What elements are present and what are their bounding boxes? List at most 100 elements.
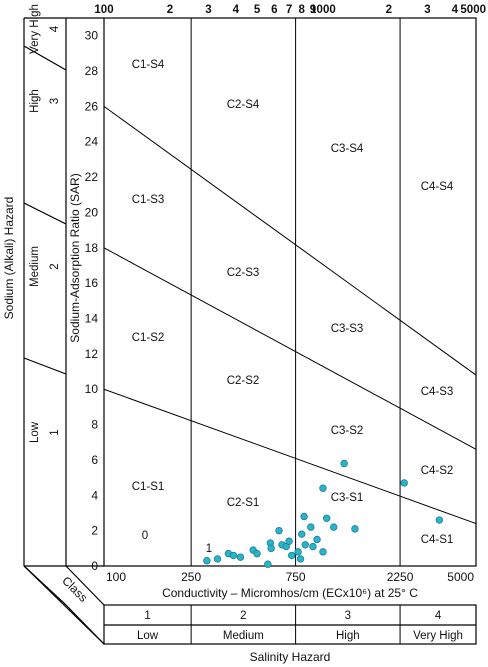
sodium-boundary-4 [23,45,67,71]
sodium-hazard-line-1 [103,105,477,376]
sodium-class-name: Medium [29,246,41,287]
perspective-edge-2 [65,565,105,606]
top-tick-label: 7 [286,4,292,16]
y-tick-label: 12 [85,347,99,361]
salinity-class-number: 4 [435,610,442,622]
bottom-tick-label: 2250 [387,570,414,584]
data-point [275,526,283,535]
top-tick-label: 5000 [460,4,486,16]
data-point [309,542,317,551]
zone-label: C4-S1 [421,534,454,546]
data-point [253,549,261,558]
top-tick-label: 6 [271,4,277,16]
y-tick-label: 8 [91,418,98,432]
salinity-class-number: 3 [345,610,351,622]
data-point [351,525,359,533]
y-tick-label: 2 [91,524,98,538]
zone-label: C1-S4 [132,59,165,71]
y-tick-label: 4 [91,488,98,502]
data-point [340,459,348,468]
y-tick-label: 18 [85,241,99,255]
data-point [301,541,309,549]
zone-label: C3-S2 [331,425,364,437]
y-tick-label: 26 [85,99,99,113]
perspective-edge-4 [23,565,105,645]
salinity-class-name: High [336,630,360,642]
data-point [435,516,444,524]
salinity-class-name: Very High [413,630,463,642]
zone-label: C1-S2 [132,332,165,344]
data-point [400,479,408,487]
plot-border [103,17,477,567]
zone-label: C3-S1 [331,492,364,504]
sodium-class-number: 4 [49,25,61,32]
y-tick-label: 24 [85,135,99,149]
top-tick-label: 1000 [310,4,336,16]
data-points [203,459,444,568]
data-point [300,512,308,521]
zone-label: C4-S2 [421,465,454,477]
data-point [288,551,296,560]
y-tick-label: 30 [85,29,99,43]
x-axis-label: Conductivity – Micromhos/cm (ECx10⁶) at … [162,586,418,600]
data-point [213,555,222,563]
bottom-tick-label: 5000 [447,570,474,584]
data-point [229,551,238,560]
salinity-class-name: Medium [223,630,264,642]
zero-label: 0 [142,530,148,542]
y-tick-label: 20 [85,205,99,219]
sodium-hazard-line-3 [103,388,477,525]
y-tick-label: 6 [91,453,98,467]
y-tick-label: 0 [91,559,98,573]
zone-label: C1-S3 [132,194,165,206]
data-point [203,556,211,565]
sodium-class-number: 3 [49,98,61,104]
top-tick-label: 4 [452,4,459,16]
data-point [319,484,327,492]
class-label: Class [59,574,90,605]
salinity-hazard-title: Salinity Hazard [250,650,331,664]
top-tick-label: 8 [299,4,306,16]
data-point [298,530,306,538]
data-point [319,548,327,556]
chart-frame [23,17,477,645]
zone-label: C4-S3 [421,386,454,398]
data-point [296,555,305,563]
data-point [264,560,272,568]
salinity-class-number: 2 [240,610,246,622]
one-label: 1 [206,543,212,555]
data-point [322,514,331,522]
sodium-class-name: High [29,89,41,113]
zone-label: C2-S2 [227,375,260,387]
data-point [294,548,302,556]
zone-label: C3-S3 [331,323,364,335]
y-axis-label: Sodium-Adsorption Ratio (SAR) [68,173,82,342]
y-tick-label: 22 [85,170,99,184]
sodium-hazard-title: Sodium (Alkali) Hazard [2,197,16,320]
bottom-tick-label: 750 [286,570,306,584]
zone-labels: C1-S4 C2-S4 C3-S4 C4-S4 C1-S3 C2-S3 C3-S3 C4-S3… [132,59,454,555]
data-point [267,544,275,553]
zone-label: C2-S3 [227,267,260,279]
top-tick-label: 3 [205,4,211,16]
class-boundaries [103,18,477,644]
data-point [285,537,293,545]
sodium-class-name: Low [29,421,41,443]
y-tick-label: 28 [85,64,99,78]
y-tick-label: 10 [85,382,99,396]
top-tick-label: 3 [424,4,430,16]
bottom-tick-label: 100 [106,570,126,584]
data-point [236,553,245,561]
sodium-hazard-line-2 [103,247,477,450]
data-point [313,535,321,544]
zone-label: C3-S4 [331,143,364,155]
y-tick-label: 14 [85,312,99,326]
data-point [307,523,315,531]
sodium-boundary-3 [23,202,67,225]
bottom-tick-label: 250 [181,570,201,584]
top-tick-label: 4 [233,4,240,16]
zone-label: C2-S1 [227,497,260,509]
top-tick-label: 5 [254,4,261,16]
